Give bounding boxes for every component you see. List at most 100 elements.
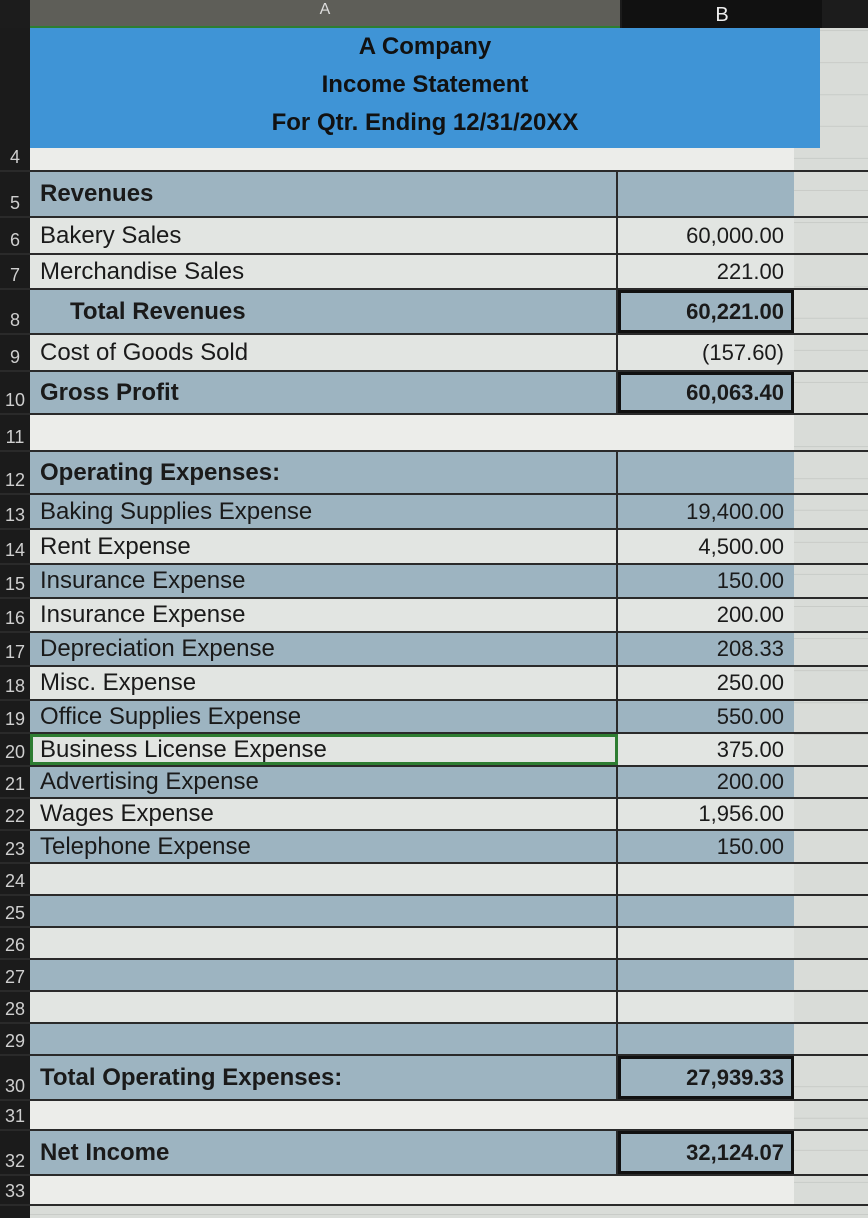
cell-label[interactable]: Merchandise Sales [30, 255, 618, 288]
row-number[interactable]: 12 [0, 452, 30, 493]
cell-label[interactable] [30, 148, 618, 170]
cell-label[interactable] [30, 864, 618, 894]
cell-value[interactable] [618, 1024, 794, 1054]
cell-label[interactable]: Insurance Expense [30, 565, 618, 597]
cell-value[interactable] [618, 896, 794, 926]
row-number[interactable]: 33 [0, 1176, 30, 1204]
cell-value[interactable] [618, 864, 794, 894]
row-number[interactable]: 10 [0, 372, 30, 413]
cell-label[interactable]: Baking Supplies Expense [30, 495, 618, 528]
spreadsheet-grid[interactable]: 4 5 Revenues 6 Bakery Sales 60,000.00 7 M… [0, 147, 868, 1206]
cell-value[interactable]: 250.00 [618, 667, 794, 699]
cell-value[interactable]: 27,939.33 [618, 1056, 794, 1099]
cell-label[interactable]: Depreciation Expense [30, 633, 618, 665]
cell-value[interactable]: 208.33 [618, 633, 794, 665]
cell-label[interactable]: Cost of Goods Sold [30, 335, 618, 370]
cell-value[interactable]: 1,956.00 [618, 799, 794, 829]
row-number[interactable]: 16 [0, 599, 30, 631]
cell-label[interactable] [30, 896, 618, 926]
cell-value[interactable] [618, 1176, 794, 1204]
cell-label[interactable]: Total Revenues [30, 290, 618, 333]
cell-value[interactable] [618, 992, 794, 1022]
cell-value[interactable]: 32,124.07 [618, 1131, 794, 1174]
cell-value[interactable] [618, 928, 794, 958]
cell-label[interactable]: Total Operating Expenses: [30, 1056, 618, 1099]
cell-label[interactable] [30, 960, 618, 990]
cell-label[interactable] [30, 928, 618, 958]
cell-label[interactable]: Bakery Sales [30, 218, 618, 253]
cell-value[interactable]: 200.00 [618, 599, 794, 631]
cell-label[interactable] [30, 1024, 618, 1054]
row-number[interactable]: 15 [0, 565, 30, 597]
cell-label[interactable]: Telephone Expense [30, 831, 618, 862]
cell-value[interactable] [618, 452, 794, 493]
cell-label[interactable]: Insurance Expense [30, 599, 618, 631]
cell-value[interactable]: 550.00 [618, 701, 794, 732]
row-number[interactable]: 6 [0, 218, 30, 253]
row-number[interactable]: 30 [0, 1056, 30, 1099]
cell-label[interactable] [30, 992, 618, 1022]
row-number[interactable]: 4 [0, 147, 30, 170]
row-number[interactable]: 11 [0, 415, 30, 450]
cell-label[interactable]: Rent Expense [30, 530, 618, 563]
row-number[interactable]: 18 [0, 667, 30, 699]
sheet-row: 27 [0, 960, 868, 992]
cell-value[interactable]: 150.00 [618, 565, 794, 597]
cell-label[interactable]: Business License Expense [30, 734, 618, 765]
cell-value[interactable] [618, 1101, 794, 1129]
row-number[interactable]: 17 [0, 633, 30, 665]
row-number[interactable]: 27 [0, 960, 30, 990]
cell-value[interactable]: 4,500.00 [618, 530, 794, 563]
statement-title-block[interactable]: A Company Income Statement For Qtr. Endi… [30, 28, 820, 148]
cell-label[interactable] [30, 1101, 618, 1129]
row-number[interactable]: 24 [0, 864, 30, 894]
row-number[interactable]: 22 [0, 799, 30, 829]
cell-value[interactable] [618, 148, 794, 170]
sheet-row: 13 Baking Supplies Expense 19,400.00 [0, 495, 868, 530]
column-header-a[interactable]: A [30, 0, 620, 28]
cell-label[interactable]: Net Income [30, 1131, 618, 1174]
statement-name: Income Statement [321, 71, 529, 98]
row-number[interactable]: 14 [0, 530, 30, 563]
row-number[interactable]: 25 [0, 896, 30, 926]
row-number[interactable]: 13 [0, 495, 30, 528]
row-number[interactable]: 21 [0, 767, 30, 797]
cell-label[interactable] [30, 1176, 618, 1204]
row-number[interactable]: 32 [0, 1131, 30, 1174]
cell-label[interactable] [30, 415, 618, 450]
row-number[interactable]: 23 [0, 831, 30, 862]
cell-label[interactable]: Advertising Expense [30, 767, 618, 797]
cell-label[interactable]: Revenues [30, 172, 618, 216]
cell-label[interactable]: Misc. Expense [30, 667, 618, 699]
sheet-row: 32 Net Income 32,124.07 [0, 1131, 868, 1176]
row-number[interactable]: 19 [0, 701, 30, 732]
row-number[interactable]: 9 [0, 335, 30, 370]
sheet-row: 18 Misc. Expense 250.00 [0, 667, 868, 701]
row-number[interactable]: 29 [0, 1024, 30, 1054]
column-header-b[interactable]: B [622, 0, 822, 28]
cell-value[interactable]: (157.60) [618, 335, 794, 370]
cell-value[interactable]: 221.00 [618, 255, 794, 288]
cell-value[interactable]: 375.00 [618, 734, 794, 765]
cell-value[interactable] [618, 415, 794, 450]
row-number[interactable]: 26 [0, 928, 30, 958]
sheet-row: 14 Rent Expense 4,500.00 [0, 530, 868, 565]
row-number[interactable]: 5 [0, 172, 30, 216]
cell-value[interactable] [618, 172, 794, 216]
row-number[interactable]: 31 [0, 1101, 30, 1129]
row-number[interactable]: 20 [0, 734, 30, 765]
cell-value[interactable] [618, 960, 794, 990]
cell-value[interactable]: 150.00 [618, 831, 794, 862]
cell-value[interactable]: 19,400.00 [618, 495, 794, 528]
cell-value[interactable]: 60,000.00 [618, 218, 794, 253]
cell-label[interactable]: Office Supplies Expense [30, 701, 618, 732]
cell-label[interactable]: Gross Profit [30, 372, 618, 413]
cell-label[interactable]: Operating Expenses: [30, 452, 618, 493]
cell-label[interactable]: Wages Expense [30, 799, 618, 829]
row-number[interactable]: 7 [0, 255, 30, 288]
row-number[interactable]: 8 [0, 290, 30, 333]
cell-value[interactable]: 60,221.00 [618, 290, 794, 333]
row-number[interactable]: 28 [0, 992, 30, 1022]
cell-value[interactable]: 60,063.40 [618, 372, 794, 413]
cell-value[interactable]: 200.00 [618, 767, 794, 797]
